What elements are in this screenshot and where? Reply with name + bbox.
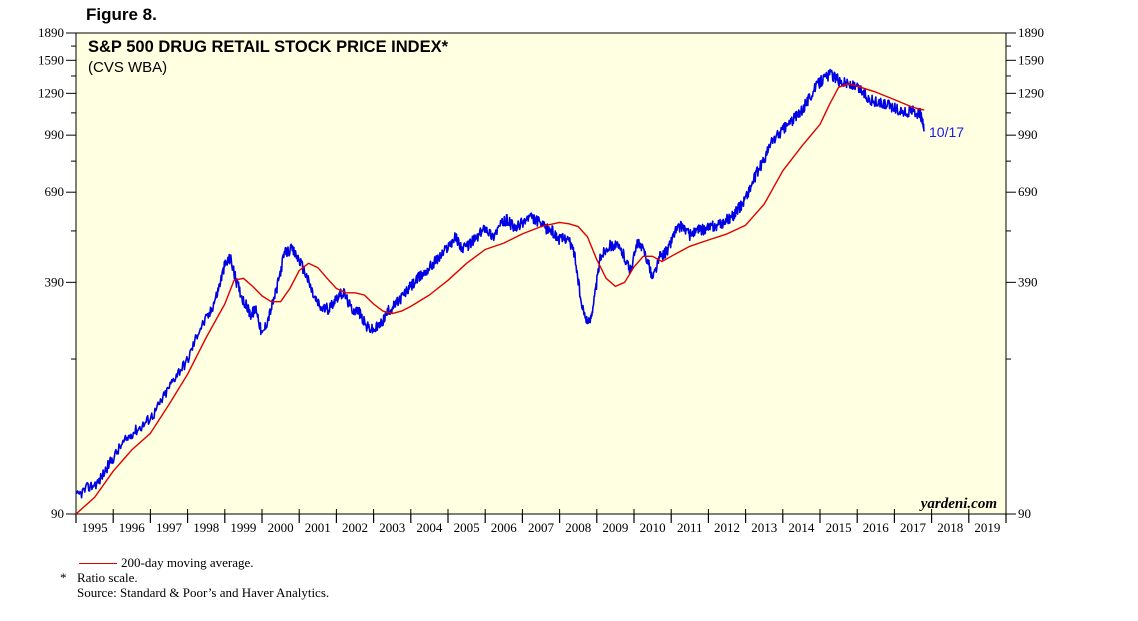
source-note: Source: Standard & Poor’s and Haver Anal… xyxy=(77,585,330,600)
legend-ma-swatch xyxy=(79,563,117,564)
y-tick-label-right: 690 xyxy=(1018,184,1038,199)
chart-subtitle: (CVS WBA) xyxy=(88,59,167,76)
y-tick-label-left: 1290 xyxy=(38,85,64,100)
y-tick-label-left: 990 xyxy=(45,127,65,142)
figure-label: Figure 8. xyxy=(86,5,157,24)
x-tick-label: 2019 xyxy=(974,520,1000,535)
x-tick-label: 2018 xyxy=(937,520,963,535)
x-tick-label: 2011 xyxy=(677,520,703,535)
note-asterisk: * xyxy=(60,570,67,585)
x-tick-label: 1997 xyxy=(156,520,183,535)
x-tick-label: 1995 xyxy=(82,520,108,535)
y-tick-label-left: 690 xyxy=(45,184,65,199)
x-tick-label: 1999 xyxy=(230,520,256,535)
x-tick-label: 2002 xyxy=(342,520,368,535)
x-tick-label: 2007 xyxy=(528,520,555,535)
series-layer xyxy=(75,68,925,515)
x-tick-label: 2006 xyxy=(491,520,518,535)
x-tick-label: 2012 xyxy=(714,520,740,535)
y-tick-label-left: 90 xyxy=(51,506,64,521)
x-tick-label: 2005 xyxy=(454,520,480,535)
y-tick-label-right: 1590 xyxy=(1018,52,1044,67)
latest-date-annotation: 10/17 xyxy=(929,124,964,140)
x-tick-label: 2017 xyxy=(900,520,927,535)
x-tick-label: 2016 xyxy=(863,520,890,535)
x-axis: 1995 1996 1997 1998 1999 2000 2001 2002 2003 2004… xyxy=(75,509,1007,535)
x-tick-label: 2015 xyxy=(826,520,852,535)
y-tick-label-left: 1890 xyxy=(38,25,64,40)
chart-title: S&P 500 DRUG RETAIL STOCK PRICE INDEX* xyxy=(88,38,449,56)
x-tick-label: 2003 xyxy=(379,520,405,535)
x-tick-label: 1996 xyxy=(119,520,146,535)
x-tick-label: 2013 xyxy=(751,520,777,535)
y-tick-label-right: 1290 xyxy=(1018,85,1044,100)
right-y-axis: 90 390 690 990 1290 1590 1890 xyxy=(1006,25,1044,521)
y-tick-label-right: 1890 xyxy=(1018,25,1044,40)
moving-average-line xyxy=(75,83,925,515)
note-ratio-scale: Ratio scale. xyxy=(77,570,138,585)
x-tick-label: 2008 xyxy=(565,520,591,535)
y-tick-label-left: 1590 xyxy=(38,52,64,67)
x-tick-label: 2000 xyxy=(268,520,294,535)
x-tick-label: 1998 xyxy=(193,520,219,535)
left-y-axis: 90 390 690 990 1290 1590 1890 xyxy=(38,25,76,521)
y-tick-label-right: 90 xyxy=(1018,506,1031,521)
y-tick-label-left: 390 xyxy=(45,274,65,289)
x-tick-label: 2010 xyxy=(640,520,666,535)
x-tick-label: 2009 xyxy=(602,520,628,535)
x-tick-label: 2014 xyxy=(788,520,815,535)
x-tick-label: 2001 xyxy=(305,520,331,535)
y-tick-label-right: 390 xyxy=(1018,274,1038,289)
plot-area xyxy=(75,32,1007,515)
price-series-line xyxy=(75,68,925,499)
x-tick-label: 2004 xyxy=(416,520,443,535)
y-tick-label-right: 990 xyxy=(1018,127,1038,142)
legend-ma-label: 200-day moving average. xyxy=(121,555,254,570)
yardeni-watermark: yardeni.com xyxy=(919,496,997,512)
